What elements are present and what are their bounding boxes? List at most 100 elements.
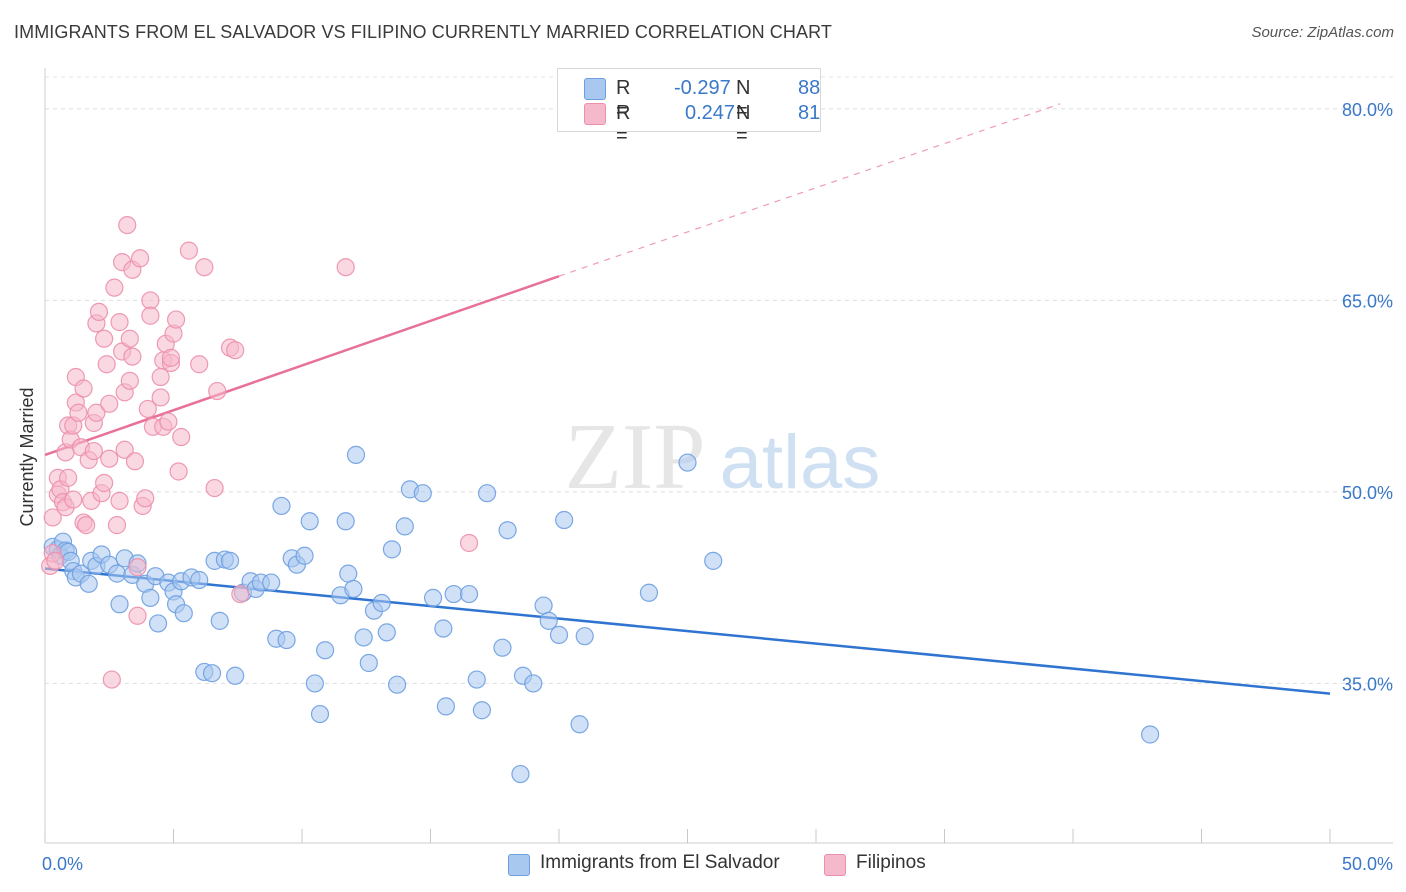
- axes: [44, 68, 1393, 844]
- point-filipino: [95, 473, 114, 493]
- point-el-salvador: [534, 596, 553, 615]
- point-el-salvador: [316, 641, 335, 660]
- legend-n-label: N =: [736, 102, 751, 147]
- point-filipino: [97, 355, 116, 374]
- point-filipino: [159, 412, 178, 431]
- point-el-salvador: [511, 764, 530, 784]
- point-filipino: [123, 347, 142, 366]
- y-tick-label: 35.0%: [1342, 674, 1393, 694]
- chart-title: IMMIGRANTS FROM EL SALVADOR VS FILIPINO …: [14, 22, 832, 42]
- legend-r-value: -0.297: [674, 77, 731, 99]
- y-tick-label: 80.0%: [1342, 100, 1393, 120]
- point-el-salvador: [434, 619, 453, 638]
- point-filipino: [169, 462, 188, 481]
- source-label: Source: ZipAtlas.com: [1251, 24, 1394, 41]
- point-el-salvador: [272, 496, 291, 516]
- point-el-salvador: [346, 445, 366, 464]
- point-filipino: [141, 291, 160, 310]
- stats-legend: R = -0.297 N = 88 R = 0.247 N = 81: [557, 68, 821, 147]
- point-el-salvador: [377, 623, 396, 642]
- point-el-salvador: [190, 570, 209, 590]
- point-filipino: [136, 489, 155, 508]
- point-el-salvador: [300, 512, 319, 531]
- point-filipino: [105, 278, 124, 297]
- point-el-salvador: [678, 453, 697, 472]
- point-el-salvador: [1140, 725, 1160, 744]
- point-filipino: [69, 403, 88, 422]
- legend-r-value: 0.247: [685, 102, 736, 124]
- point-filipino: [231, 584, 250, 604]
- point-el-salvador: [141, 588, 160, 607]
- point-filipino: [130, 249, 150, 268]
- legend-n-label: N =: [736, 77, 751, 122]
- data-points: [41, 215, 1160, 784]
- y-axis-label: Currently Married: [17, 387, 37, 526]
- point-el-salvador: [444, 584, 463, 604]
- point-el-salvador: [539, 611, 558, 630]
- point-filipino: [208, 381, 227, 401]
- point-filipino: [110, 491, 129, 510]
- point-el-salvador: [467, 670, 486, 689]
- point-el-salvador: [359, 653, 378, 673]
- point-el-salvador: [395, 517, 414, 536]
- point-filipino: [64, 490, 83, 509]
- trend-lines: [44, 103, 1331, 695]
- point-filipino: [120, 371, 139, 390]
- point-el-salvador: [79, 574, 98, 593]
- point-filipino: [118, 215, 137, 235]
- point-el-salvador: [210, 611, 229, 630]
- legend-n-value: 81: [798, 102, 821, 124]
- point-el-salvador: [575, 627, 594, 646]
- point-filipino: [77, 516, 96, 535]
- point-filipino: [128, 558, 147, 577]
- point-el-salvador: [305, 674, 324, 693]
- y-tick-label: 65.0%: [1342, 291, 1393, 311]
- point-filipino: [141, 306, 160, 325]
- point-el-salvador: [549, 625, 569, 645]
- point-filipino: [226, 341, 245, 360]
- bottom-legend-label: Filipinos: [856, 852, 926, 873]
- bottom-legend-swatch-pink: [824, 854, 846, 876]
- point-filipino: [151, 388, 170, 407]
- point-el-salvador: [524, 674, 543, 693]
- point-el-salvador: [382, 540, 402, 559]
- bottom-legend-label: Immigrants from El Salvador: [540, 852, 780, 873]
- y-tick-label: 50.0%: [1342, 483, 1393, 503]
- point-el-salvador: [639, 583, 659, 602]
- legend-swatch-blue: [584, 78, 606, 100]
- point-el-salvador: [336, 512, 355, 531]
- point-filipino: [179, 241, 199, 260]
- legend-swatch-pink: [584, 103, 606, 125]
- point-el-salvador: [277, 630, 296, 650]
- point-filipino: [125, 452, 145, 471]
- point-el-salvador: [310, 704, 330, 724]
- point-filipino: [459, 533, 479, 553]
- point-filipino: [205, 478, 224, 498]
- legend-r-label: R =: [616, 77, 631, 122]
- x-tick-label: 50.0%: [1342, 854, 1393, 874]
- point-el-salvador: [262, 573, 281, 592]
- point-filipino: [89, 302, 109, 322]
- point-el-salvador: [107, 564, 127, 583]
- point-el-salvador: [387, 675, 407, 694]
- point-el-salvador: [555, 510, 574, 530]
- point-filipino: [87, 403, 106, 422]
- legend-n-value: 88: [798, 77, 821, 99]
- point-filipino: [190, 355, 209, 374]
- trend-line-filipinos-extension: [558, 103, 1061, 277]
- point-filipino: [74, 379, 93, 398]
- point-el-salvador: [436, 697, 456, 716]
- point-el-salvador: [174, 604, 193, 623]
- trend-line-filipinos: [44, 274, 560, 457]
- point-el-salvador: [148, 614, 168, 633]
- point-el-salvador: [413, 484, 432, 503]
- point-filipino: [59, 468, 78, 487]
- point-el-salvador: [477, 484, 497, 503]
- x-tick-labels: 0.0% 50.0%: [42, 854, 1393, 874]
- point-filipino: [110, 313, 129, 332]
- point-filipino: [128, 606, 147, 625]
- point-filipino: [102, 670, 121, 689]
- point-filipino: [100, 449, 119, 468]
- point-filipino: [43, 508, 62, 527]
- point-filipino: [336, 258, 355, 277]
